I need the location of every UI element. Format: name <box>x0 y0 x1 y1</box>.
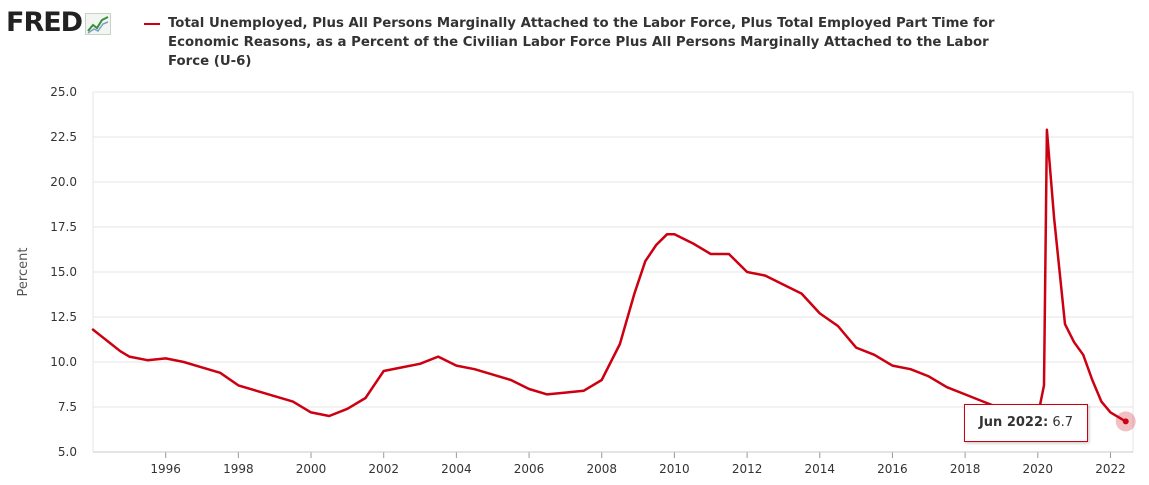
y-tick-label: 20.0 <box>50 175 77 189</box>
x-tick-label: 2010 <box>659 462 690 476</box>
y-tick-label: 5.0 <box>58 445 77 459</box>
data-tooltip: Jun 2022: 6.7 <box>964 404 1088 442</box>
legend-swatch <box>144 23 160 25</box>
x-tick-label: 2018 <box>950 462 981 476</box>
y-tick-label: 7.5 <box>58 400 77 414</box>
x-tick-label: 2012 <box>732 462 763 476</box>
tooltip-value: 6.7 <box>1052 415 1074 430</box>
x-tick-label: 1996 <box>150 462 181 476</box>
x-tick-label: 2004 <box>441 462 472 476</box>
fred-logo[interactable]: FRED <box>6 7 112 38</box>
x-tick-label: 2020 <box>1023 462 1054 476</box>
highlight-point[interactable] <box>1122 418 1129 425</box>
fred-logo-text: FRED <box>6 7 83 38</box>
legend-series-label: Total Unemployed, Plus All Persons Margi… <box>168 16 995 69</box>
x-tick-label: 2014 <box>804 462 835 476</box>
y-tick-label: 10.0 <box>50 355 77 369</box>
trend-line-icon <box>85 13 112 35</box>
x-tick-label: 2008 <box>586 462 617 476</box>
y-tick-label: 17.5 <box>50 220 77 234</box>
x-tick-label: 2016 <box>877 462 908 476</box>
chart-legend: Total Unemployed, Plus All Persons Margi… <box>144 14 1024 71</box>
y-axis-ticks: 5.0 7.5 10.0 12.5 15.0 17.5 20.0 22.5 25.0 <box>50 85 77 459</box>
y-axis-title: Percent <box>16 248 31 297</box>
x-tick-label: 1998 <box>223 462 254 476</box>
y-tick-label: 25.0 <box>50 85 77 99</box>
y-tick-label: 12.5 <box>50 310 77 324</box>
series-line[interactable] <box>91 128 1127 423</box>
x-tick-label: 2022 <box>1095 462 1126 476</box>
y-tick-label: 15.0 <box>50 265 77 279</box>
x-tick-label: 2006 <box>514 462 545 476</box>
tooltip-date: Jun 2022: <box>978 415 1049 430</box>
x-axis-ticks: 1996 1998 2000 2002 2004 2006 2008 2010 2012 2014… <box>93 451 1133 476</box>
y-tick-label: 22.5 <box>50 130 77 144</box>
x-tick-label: 2002 <box>368 462 399 476</box>
x-tick-label: 2000 <box>296 462 327 476</box>
